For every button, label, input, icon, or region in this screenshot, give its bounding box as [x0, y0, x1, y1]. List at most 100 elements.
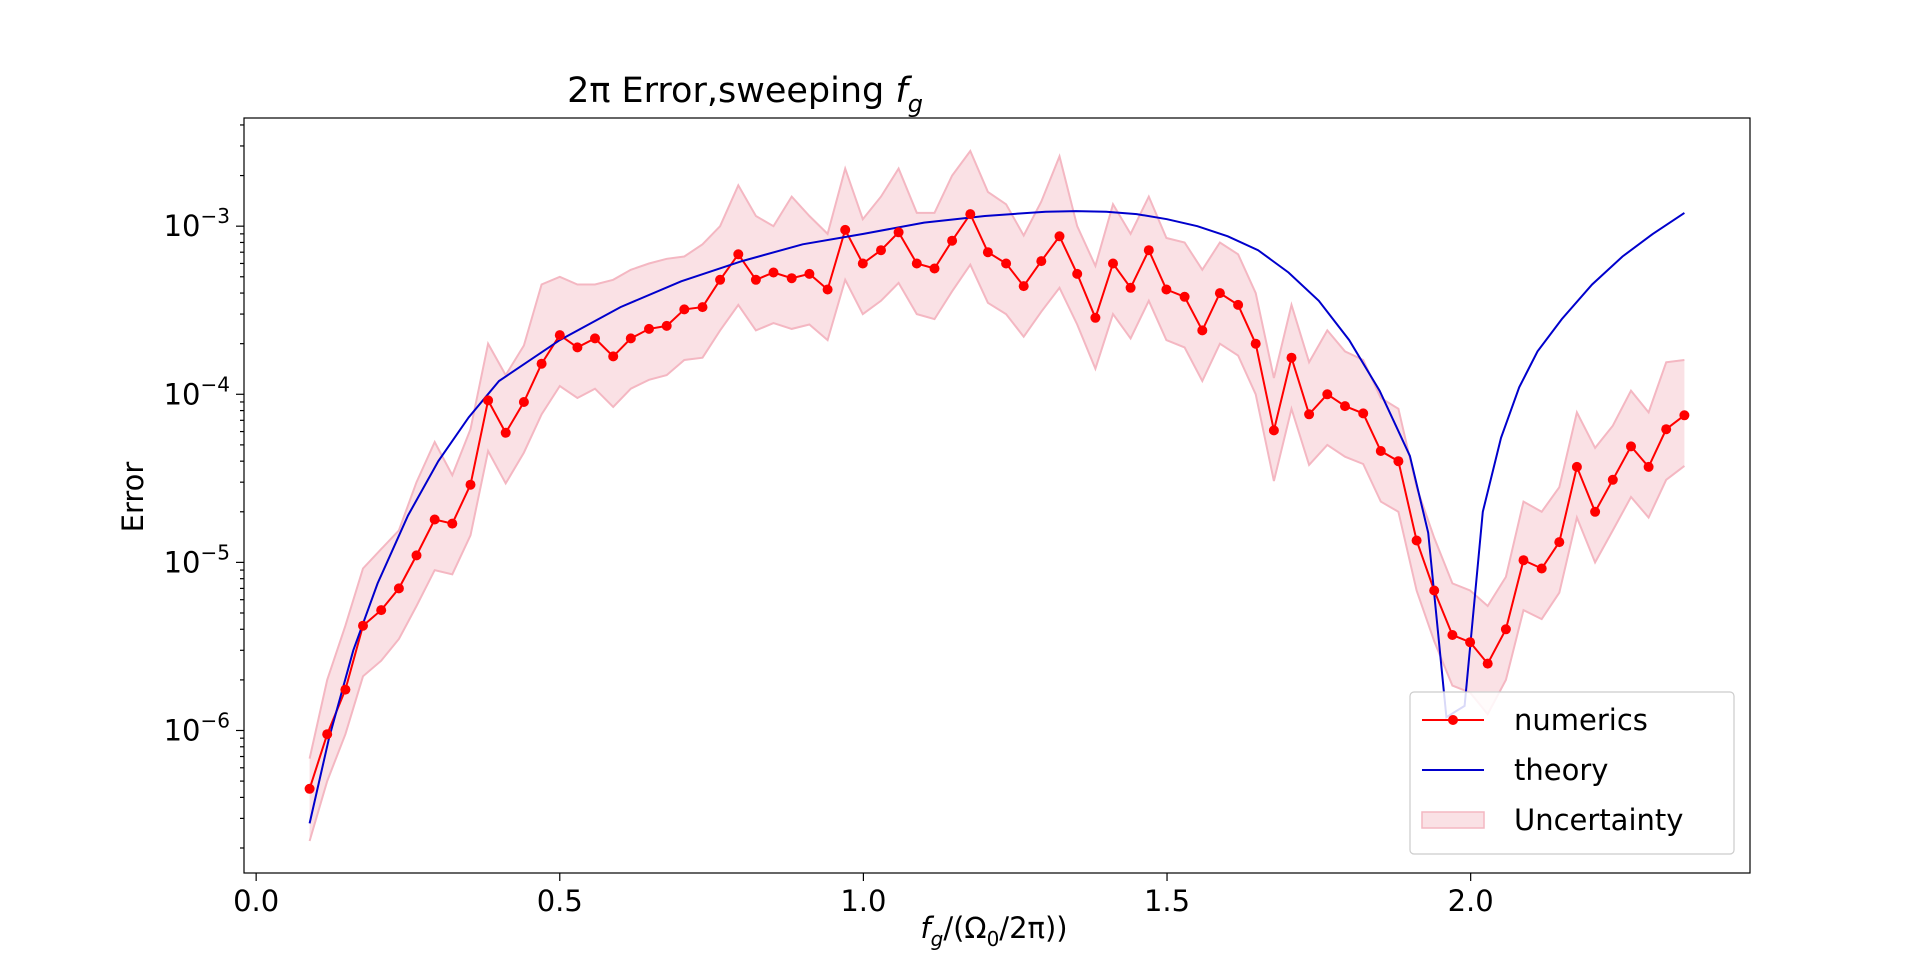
- numerics-point: [1607, 474, 1618, 485]
- legend-swatch: [1421, 811, 1485, 829]
- numerics-point: [1001, 258, 1012, 269]
- numerics-point: [822, 284, 833, 295]
- numerics-point: [376, 605, 387, 616]
- numerics-point: [840, 224, 851, 235]
- numerics-point: [1322, 389, 1333, 400]
- numerics-point: [411, 550, 422, 561]
- numerics-point: [1465, 637, 1476, 648]
- numerics-point: [733, 249, 744, 260]
- numerics-point: [1108, 258, 1118, 269]
- numerics-point: [1536, 563, 1547, 574]
- numerics-point: [1590, 506, 1601, 517]
- y-tick-label: 10−5: [164, 540, 230, 579]
- numerics-point: [1482, 658, 1493, 669]
- numerics-point: [876, 245, 886, 256]
- numerics-point: [1233, 299, 1244, 310]
- plot-frame: [243, 117, 1751, 874]
- numerics-point: [465, 479, 476, 490]
- numerics-point: [804, 268, 815, 279]
- x-tick-label: 0.0: [233, 884, 279, 918]
- numerics-point: [1054, 231, 1065, 242]
- numerics-point: [1571, 461, 1582, 472]
- numerics-point: [590, 333, 600, 344]
- uncertainty-lower-line: [308, 262, 1686, 842]
- numerics-point: [1143, 245, 1154, 256]
- numerics-point: [304, 783, 315, 794]
- numerics-point: [447, 518, 458, 529]
- legend: numerics theory Uncertainty: [1409, 691, 1735, 855]
- numerics-point: [554, 330, 565, 341]
- numerics-point: [768, 267, 779, 278]
- numerics-point: [1554, 537, 1565, 548]
- numerics-point: [500, 427, 511, 438]
- plot-area: [243, 117, 1751, 874]
- numerics-point: [518, 397, 529, 407]
- legend-box: [1409, 691, 1735, 855]
- numerics-point: [679, 304, 690, 315]
- numerics-point: [947, 235, 958, 246]
- numerics-point: [1286, 352, 1297, 363]
- x-tick-label: 1.0: [840, 884, 886, 918]
- numerics-point: [1429, 585, 1440, 596]
- numerics-point: [1643, 461, 1654, 472]
- numerics-point: [661, 320, 672, 331]
- y-axis-label: Error: [116, 462, 150, 533]
- numerics-point: [644, 323, 654, 334]
- numerics-point: [322, 729, 333, 740]
- numerics-point: [982, 247, 993, 258]
- numerics-point: [715, 274, 726, 285]
- numerics-point: [1411, 535, 1422, 546]
- numerics-point: [393, 583, 404, 594]
- chart-title: 2π Error,sweeping fg: [567, 71, 923, 118]
- numerics-point: [965, 209, 976, 220]
- legend-item: numerics: [1422, 703, 1648, 737]
- numerics-point: [1340, 401, 1350, 412]
- numerics-point: [893, 227, 904, 238]
- numerics-point: [1268, 425, 1279, 436]
- numerics-point: [1518, 555, 1529, 566]
- uncertainty-upper-line: [308, 149, 1685, 759]
- numerics-point: [1250, 338, 1261, 349]
- numerics-point: [1090, 312, 1101, 323]
- y-tick-label: 10−3: [164, 204, 230, 243]
- numerics-point: [1375, 446, 1386, 456]
- numerics-point: [1500, 624, 1511, 635]
- theory-line: [308, 210, 1685, 824]
- x-tick-label: 0.5: [537, 884, 583, 918]
- numerics-point: [1161, 284, 1172, 295]
- legend-label: Uncertainty: [1514, 803, 1683, 837]
- numerics-point: [1304, 409, 1315, 420]
- numerics-point: [1214, 288, 1225, 299]
- numerics-point: [536, 358, 547, 369]
- numerics-point: [911, 258, 922, 269]
- x-tick-label: 1.5: [1144, 884, 1190, 918]
- numerics-point: [1125, 282, 1136, 293]
- legend-item: theory: [1422, 753, 1608, 787]
- numerics-point: [1447, 630, 1458, 640]
- numerics-point: [1661, 424, 1672, 435]
- numerics-point: [1393, 456, 1404, 467]
- x-axis: 0.0 0.5 1.0 1.5 2.0: [233, 873, 1494, 918]
- numerics-point: [1018, 281, 1029, 292]
- x-tick-label: 2.0: [1448, 884, 1494, 918]
- y-tick-label: 10−4: [164, 372, 230, 411]
- y-tick-label: 10−6: [164, 708, 230, 747]
- legend-label: theory: [1514, 753, 1608, 787]
- numerics-point: [857, 258, 868, 269]
- numerics-point: [608, 351, 619, 362]
- numerics-point: [929, 263, 940, 274]
- numerics-point: [786, 273, 797, 284]
- numerics-point: [483, 395, 494, 406]
- plot-series-group: [304, 149, 1690, 842]
- numerics-point: [429, 514, 440, 525]
- numerics-point: [358, 620, 368, 631]
- numerics-point: [625, 333, 636, 344]
- numerics-point: [1197, 325, 1208, 336]
- numerics-point: [1358, 408, 1369, 419]
- numerics-point: [750, 274, 761, 285]
- legend-marker: [1448, 715, 1458, 725]
- numerics-point: [1179, 291, 1190, 302]
- numerics-point: [340, 684, 351, 695]
- numerics-point: [1036, 256, 1047, 267]
